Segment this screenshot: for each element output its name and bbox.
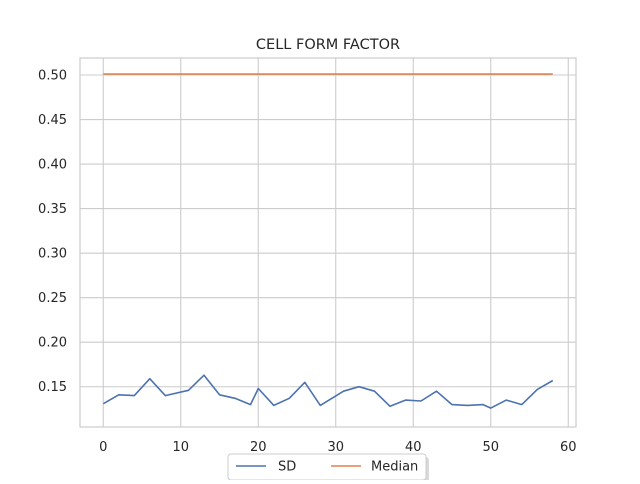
legend-label-median: Median [371, 460, 418, 475]
y-tick-label: 0.40 [38, 158, 67, 173]
y-tick-label: 0.35 [38, 202, 67, 217]
grid [80, 58, 576, 427]
x-tick-label: 50 [482, 440, 499, 455]
x-tick-label: 20 [250, 440, 267, 455]
y-tick-label: 0.30 [38, 247, 67, 262]
plot-frame [79, 57, 577, 428]
x-tick-label: 40 [405, 440, 422, 455]
y-tick-label: 0.15 [38, 380, 67, 395]
legend: SD Median [227, 453, 429, 483]
x-axis-ticks: 0 10 20 30 40 50 60 [99, 440, 576, 455]
x-tick-label: 0 [99, 440, 107, 455]
y-axis-ticks: 0.15 0.20 0.25 0.30 0.35 0.40 0.45 0.50 [38, 69, 67, 396]
legend-label-sd: SD [278, 460, 296, 475]
x-tick-label: 30 [327, 440, 344, 455]
y-tick-label: 0.25 [38, 291, 67, 306]
y-tick-label: 0.50 [38, 69, 67, 84]
series-lines [102, 73, 554, 409]
series-line-sd [102, 374, 554, 409]
y-tick-label: 0.20 [38, 336, 67, 351]
x-tick-label: 10 [172, 440, 189, 455]
x-tick-label: 60 [560, 440, 577, 455]
y-tick-label: 0.45 [38, 113, 67, 128]
chart-title: CELL FORM FACTOR [256, 37, 400, 53]
